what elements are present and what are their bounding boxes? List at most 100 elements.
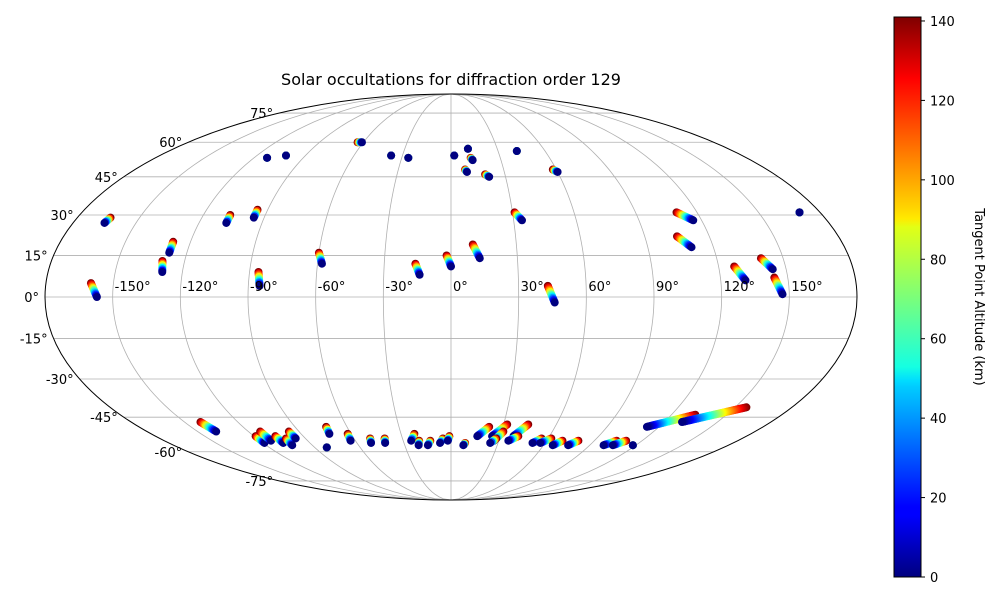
occultation-track	[343, 429, 355, 445]
occultation-point	[768, 265, 777, 274]
occultation-track	[387, 151, 396, 160]
meridian-line	[450, 94, 587, 500]
occultation-track	[459, 438, 470, 450]
lat-tick-label: -75°	[245, 475, 273, 490]
lat-tick-label: 75°	[250, 107, 273, 122]
occultation-track	[608, 436, 631, 450]
meridian-line	[382, 94, 452, 500]
lon-tick-label: -30°	[385, 280, 413, 295]
occultation-track	[263, 153, 272, 162]
colorbar-tick-label: 40	[930, 412, 947, 427]
occultation-point	[423, 441, 432, 450]
occultation-track	[473, 422, 494, 441]
colorbar-tick-label: 140	[930, 15, 955, 30]
occultation-point	[518, 216, 526, 225]
occultation-track	[795, 208, 804, 217]
lon-tick-label: 120°	[724, 280, 755, 295]
occultation-track	[423, 436, 435, 450]
occultation-point	[550, 298, 559, 307]
occultation-point	[642, 422, 651, 431]
meridian-line	[450, 94, 723, 500]
occultation-track	[284, 427, 300, 443]
lon-tick-label: 0°	[453, 280, 468, 295]
occultation-point	[628, 441, 637, 450]
occultation-track	[86, 279, 101, 301]
lon-tick-label: -120°	[182, 280, 218, 295]
occultation-track	[442, 251, 455, 271]
lon-tick-label: 60°	[588, 280, 611, 295]
lat-tick-label: -15°	[20, 333, 48, 348]
occultation-track	[222, 210, 235, 227]
occultation-track	[730, 262, 750, 285]
occultation-track	[254, 268, 264, 290]
occultation-track	[678, 403, 751, 427]
occultation-track	[463, 144, 472, 153]
occultation-point	[407, 436, 416, 445]
occultation-track	[510, 208, 526, 225]
occultation-track	[466, 153, 477, 165]
occultation-track	[536, 434, 556, 447]
occultation-track	[196, 418, 221, 436]
meridian-line	[450, 94, 655, 500]
occultation-track	[504, 432, 523, 445]
occultation-point	[291, 434, 300, 443]
occultation-track	[628, 441, 637, 450]
lon-tick-label: -90°	[250, 280, 278, 295]
lat-tick-label: -30°	[46, 373, 74, 388]
occultation-point	[468, 156, 477, 165]
occultation-point	[249, 213, 258, 222]
map-area: -150° -120° -90° -60° -30° 0° 30° 60° 90° 120° 150…	[20, 93, 858, 501]
colorbar-tick-label: 60	[930, 333, 947, 348]
occultation-track	[249, 205, 262, 222]
occultation-point	[687, 243, 696, 252]
occultation-point	[222, 218, 231, 227]
occultation-point	[504, 436, 513, 445]
occultation-track	[322, 422, 334, 438]
occultation-track	[443, 432, 454, 445]
occultation-point	[463, 144, 472, 153]
chart-title: Solar occultations for diffraction order…	[281, 70, 621, 89]
occultation-point	[486, 438, 495, 447]
occultation-track	[673, 232, 696, 252]
occultation-point	[564, 441, 573, 450]
lon-tick-label: 30°	[521, 280, 544, 295]
occultation-point	[317, 259, 326, 268]
occultation-point	[447, 262, 455, 271]
occultation-point	[346, 436, 355, 445]
colorbar-tick-label: 120	[930, 94, 955, 109]
latitude-labels: 75° 60° 45° 30° 15° 0° -15° -30° -45° -60° -75°	[20, 107, 273, 490]
occultation-point	[288, 441, 297, 450]
occultation-track	[436, 434, 447, 447]
occultation-point	[325, 429, 334, 438]
lon-tick-label: -150°	[115, 280, 151, 295]
lon-tick-label: 150°	[791, 280, 822, 295]
occultation-track	[548, 165, 562, 176]
occultation-track	[481, 170, 494, 181]
occultation-point	[485, 172, 494, 181]
occultation-point	[414, 441, 423, 450]
occultation-track	[407, 429, 419, 445]
lat-tick-label: 45°	[95, 171, 118, 186]
colorbar-tick-label: 80	[930, 253, 947, 268]
occultation-point	[381, 438, 390, 447]
occultation-point	[608, 441, 617, 450]
lon-tick-label: 90°	[656, 280, 679, 295]
occultation-point	[100, 218, 109, 227]
graticule	[45, 94, 857, 500]
occultation-track	[411, 259, 424, 279]
lat-tick-label: 15°	[25, 249, 48, 264]
meridian-line	[450, 94, 520, 500]
occultation-track	[256, 427, 276, 445]
colorbar: 0 20 40 60 80 100 120 140 Tangent Point Altitud…	[893, 15, 986, 586]
occultation-track	[322, 443, 331, 452]
occultation-point	[92, 293, 101, 301]
occultation-point	[404, 153, 413, 162]
lat-tick-label: 0°	[24, 291, 39, 306]
occultation-point	[322, 443, 331, 452]
occultation-track	[548, 436, 567, 450]
map-outline	[44, 93, 858, 501]
occultation-point	[367, 438, 376, 447]
colorbar-tick-label: 20	[930, 492, 947, 507]
occultation-point	[387, 151, 396, 160]
occultation-track	[512, 147, 521, 156]
